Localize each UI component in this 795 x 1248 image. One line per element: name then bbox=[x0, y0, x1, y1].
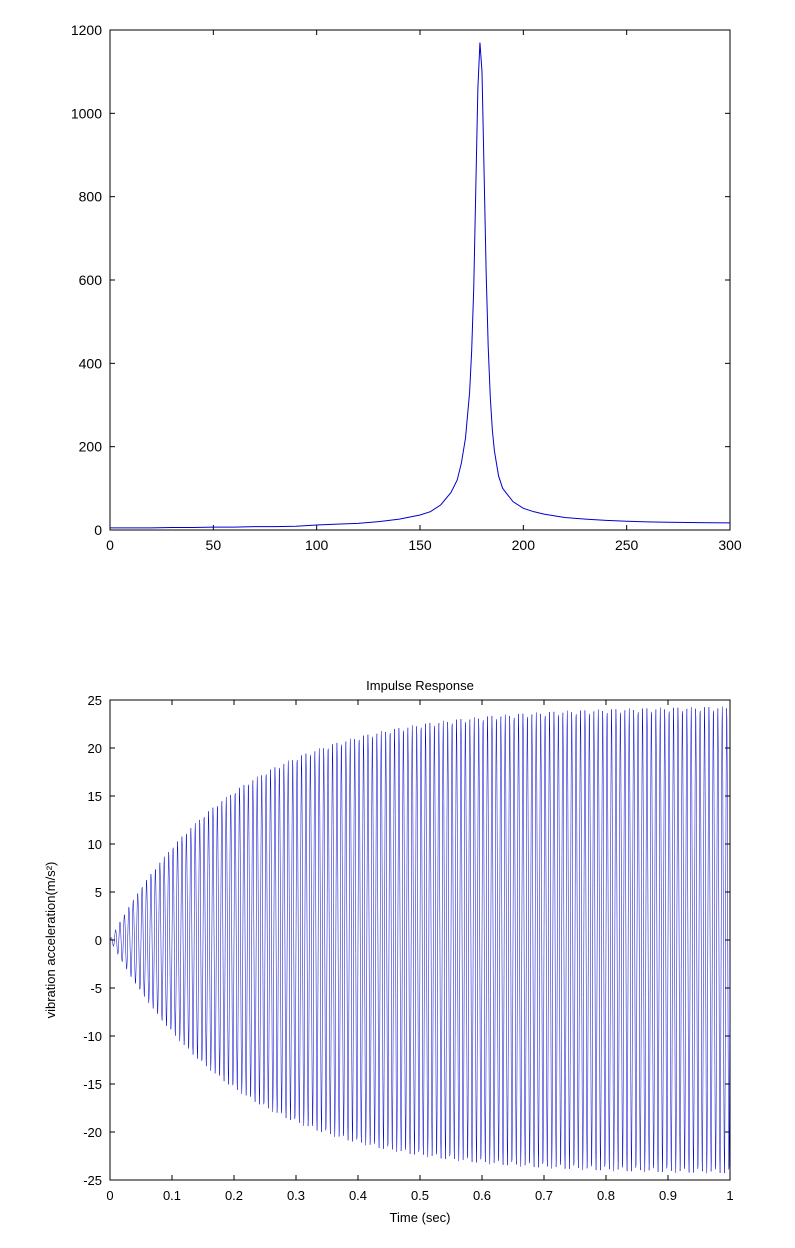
y-tick-label: 0 bbox=[94, 522, 102, 538]
x-tick-label: 200 bbox=[512, 537, 536, 553]
x-tick-label: 150 bbox=[408, 537, 432, 553]
y-tick-label: 200 bbox=[79, 439, 103, 455]
x-tick-label: 0.1 bbox=[163, 1188, 181, 1203]
y-tick-label: 1200 bbox=[71, 22, 102, 38]
chart-group: 0 0.1 0.2 0.3 0.4 0.5 0.6 0.7 0.8 0.9 1 -25 -20 -15 -1… bbox=[43, 678, 734, 1225]
x-tick-label: 0 bbox=[106, 537, 114, 553]
y-tick-label: 15 bbox=[88, 789, 102, 804]
x-tick-label: 0.9 bbox=[659, 1188, 677, 1203]
x-tick-label: 0.2 bbox=[225, 1188, 243, 1203]
y-tick-label: 800 bbox=[79, 189, 103, 205]
x-axis-label: Time (sec) bbox=[390, 1210, 451, 1225]
y-axis-label: vibration acceleration(m/s²) bbox=[43, 862, 58, 1019]
chart-title: Impulse Response bbox=[366, 678, 474, 693]
x-tick-label: 0.7 bbox=[535, 1188, 553, 1203]
x-tick-label: 50 bbox=[206, 537, 222, 553]
y-tick-label: -15 bbox=[83, 1077, 102, 1092]
figure-container: 0501001502002503000200400600800100012000… bbox=[0, 0, 795, 1248]
x-tick-label: 250 bbox=[615, 537, 639, 553]
x-tick-label: 0.3 bbox=[287, 1188, 305, 1203]
x-tick-label: 0.4 bbox=[349, 1188, 367, 1203]
y-tick-label: 10 bbox=[88, 837, 102, 852]
y-tick-label: 0 bbox=[95, 933, 102, 948]
y-tick-label: 1000 bbox=[71, 105, 102, 121]
x-tick-label: 100 bbox=[305, 537, 329, 553]
y-tick-label: -10 bbox=[83, 1029, 102, 1044]
y-tick-label: 400 bbox=[79, 355, 103, 371]
figure-svg: 0501001502002503000200400600800100012000… bbox=[0, 0, 795, 1243]
y-tick-label: -20 bbox=[83, 1125, 102, 1140]
x-tick-label: 0.6 bbox=[473, 1188, 491, 1203]
chart-group: 0 50 100 150 200 250 300 0 200 400 600 800 1000 1200 bbox=[71, 22, 742, 553]
y-tick-label: 20 bbox=[88, 741, 102, 756]
x-tick-label: 300 bbox=[718, 537, 742, 553]
y-tick-label: -25 bbox=[83, 1173, 102, 1188]
x-tick-label: 0.8 bbox=[597, 1188, 615, 1203]
plot-area bbox=[110, 30, 730, 530]
x-tick-label: 0 bbox=[106, 1188, 113, 1203]
x-tick-label: 1 bbox=[726, 1188, 733, 1203]
x-tick-label: 0.5 bbox=[411, 1188, 429, 1203]
y-tick-label: 600 bbox=[79, 272, 103, 288]
y-tick-label: -5 bbox=[90, 981, 102, 996]
y-tick-label: 5 bbox=[95, 885, 102, 900]
y-tick-label: 25 bbox=[88, 693, 102, 708]
